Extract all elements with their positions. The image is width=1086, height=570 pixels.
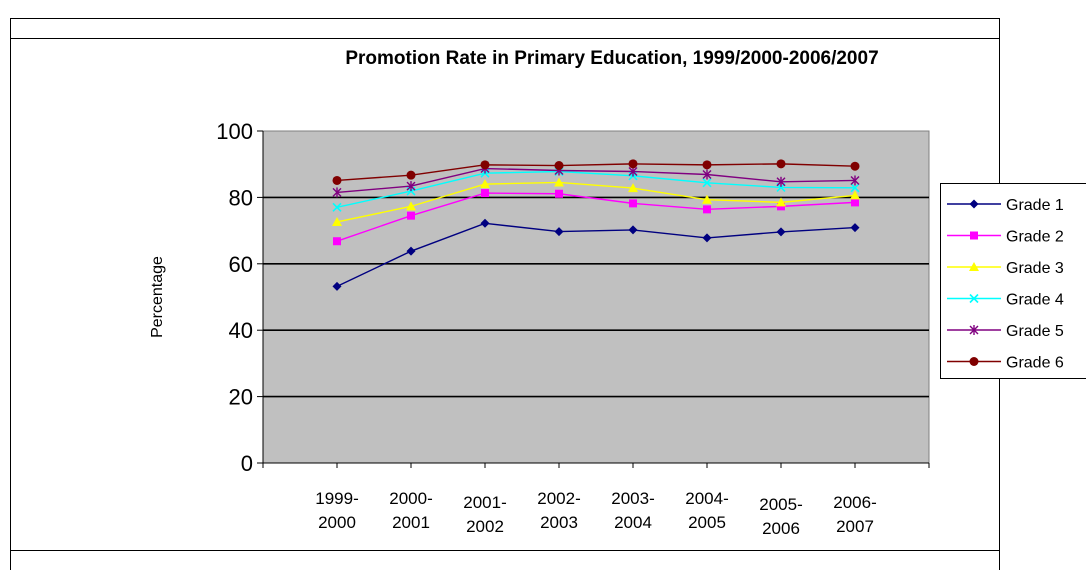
legend-label: Grade 3 [1006,260,1064,277]
data-point-marker [555,190,563,198]
data-point-marker [703,160,712,169]
data-point-marker [481,189,489,197]
data-point-marker [851,162,860,171]
data-point-marker [703,205,711,213]
y-tick-label: 0 [241,451,253,476]
data-point-marker [407,171,416,180]
legend: Grade 1 Grade 2 Grade 3 Grade 4 Grade 5 Grade… [941,184,1086,379]
data-point-marker [851,198,859,206]
data-point-marker [333,237,341,245]
data-point-marker [970,357,979,366]
data-point-marker [970,232,978,240]
data-point-marker [777,159,786,168]
data-point-marker [629,199,637,207]
data-point-marker [629,159,638,168]
data-point-marker [481,160,490,169]
y-tick-label: 60 [229,252,253,277]
legend-label: Grade 2 [1006,229,1064,246]
data-point-marker [407,212,415,220]
legend-label: Grade 6 [1006,355,1064,372]
y-tick-label: 40 [229,318,253,343]
data-point-marker [333,176,342,185]
y-tick-label: 20 [229,385,253,410]
y-axis-label: Percentage [149,256,166,338]
legend-label: Grade 1 [1006,197,1064,214]
chart-title: Promotion Rate in Primary Education, 199… [345,48,878,69]
legend-label: Grade 5 [1006,323,1064,340]
legend-label: Grade 4 [1006,292,1064,309]
y-tick-label: 100 [216,119,253,144]
y-tick-label: 80 [229,185,253,210]
data-point-marker [555,161,564,170]
